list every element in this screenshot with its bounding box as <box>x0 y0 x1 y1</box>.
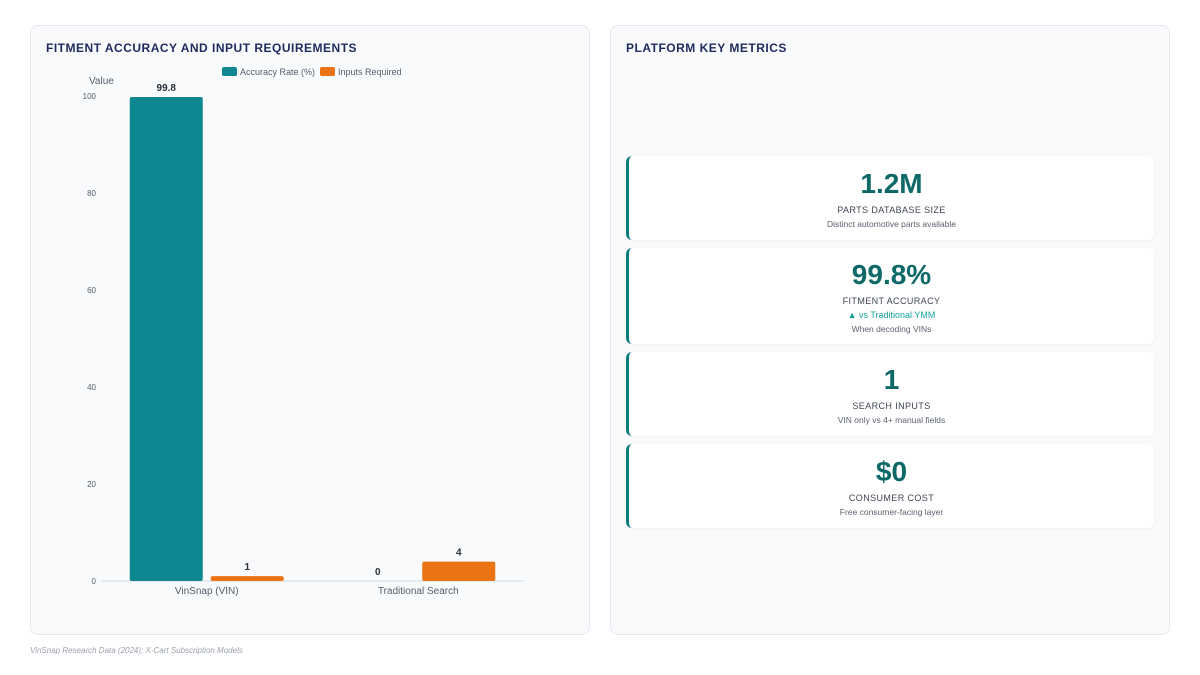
data-label: 4 <box>456 548 462 559</box>
data-label: 99.8 <box>157 83 177 94</box>
metric-value: 1.2M <box>860 168 923 199</box>
y-tick-label: 80 <box>87 189 96 198</box>
y-tick-label: 0 <box>92 577 97 586</box>
metrics-title: PLATFORM KEY METRICS <box>626 41 787 55</box>
metric-card-cost: $0 CONSUMER COST Free consumer-facing la… <box>626 444 1154 528</box>
y-tick-label: 60 <box>87 286 96 295</box>
metric-subtext: Free consumer-facing layer <box>839 506 944 517</box>
y-axis-title: Value <box>89 76 114 87</box>
source-footnote: VinSnap Research Data (2024); X-Cart Sub… <box>30 646 243 655</box>
metric-card-accuracy: 99.8% FITMENT ACCURACY ▲ vs Traditional … <box>626 248 1154 344</box>
data-label: 1 <box>244 562 250 573</box>
metric-label: PARTS DATABASE SIZE <box>837 204 946 215</box>
metric-label: FITMENT ACCURACY <box>842 295 941 306</box>
chart-title: FITMENT ACCURACY AND INPUT REQUIREMENTS <box>46 41 358 55</box>
chart-panel: FITMENT ACCURACY AND INPUT REQUIREMENTS … <box>30 25 590 635</box>
bar <box>422 561 496 581</box>
metric-label: SEARCH INPUTS <box>852 400 931 411</box>
data-label: 0 <box>375 567 381 578</box>
metric-card-inputs: 1 SEARCH INPUTS VIN only vs 4+ manual fi… <box>626 352 1154 436</box>
legend-swatch <box>222 67 237 76</box>
metric-trend: ▲ vs Traditional YMM <box>847 309 936 320</box>
metric-value: $0 <box>875 456 908 487</box>
metric-card-parts: 1.2M PARTS DATABASE SIZE Distinct automo… <box>626 156 1154 240</box>
metric-value: 99.8% <box>851 259 932 290</box>
metric-subtext: Distinct automotive parts available <box>827 218 956 229</box>
metrics-panel: PLATFORM KEY METRICS 1.2M PARTS DATABASE… <box>610 25 1170 635</box>
metric-label: CONSUMER COST <box>848 492 935 503</box>
x-tick-label: VinSnap (VIN) <box>175 586 239 597</box>
legend-label: Accuracy Rate (%) <box>240 67 315 77</box>
legend-label: Inputs Required <box>338 67 402 77</box>
y-tick-label: 20 <box>87 480 96 489</box>
metric-subtext: When decoding VINs <box>851 323 932 334</box>
legend-swatch <box>320 67 335 76</box>
bar <box>210 576 284 581</box>
metric-subtext: VIN only vs 4+ manual fields <box>837 414 946 425</box>
bar <box>129 96 203 581</box>
x-tick-label: Traditional Search <box>378 586 459 597</box>
y-tick-label: 100 <box>83 92 97 101</box>
metric-value: 1 <box>883 364 900 395</box>
y-tick-label: 40 <box>87 383 96 392</box>
